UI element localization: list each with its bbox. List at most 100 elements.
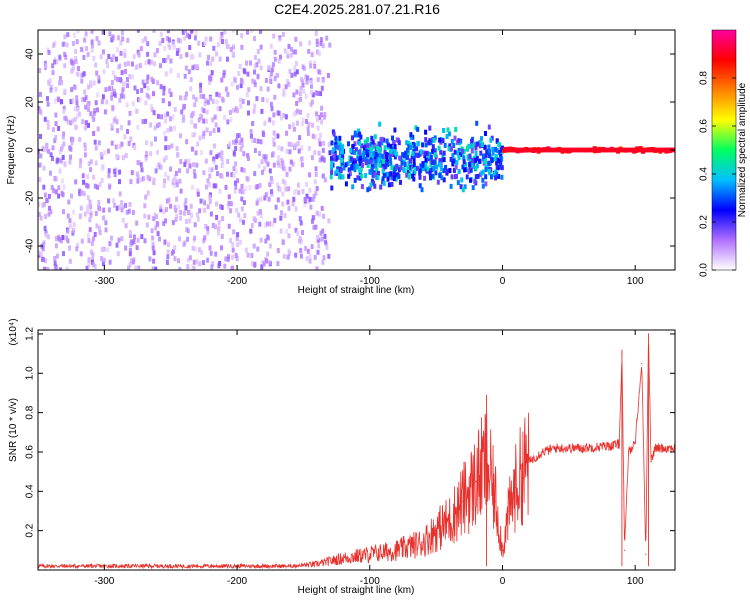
heatmap-cell [312,224,316,230]
heatmap-cell [288,166,292,172]
heatmap-cell [138,63,142,69]
heatmap-cell [230,254,234,260]
heatmap-cell [62,131,66,137]
heatmap-cell [369,182,373,188]
heatmap-cell [101,94,105,100]
heatmap-cell [315,186,319,192]
heatmap-cell [284,186,288,192]
heatmap-cell [206,178,210,184]
heatmap-cell [212,128,216,134]
heatmap-cell [378,146,382,152]
heatmap-cell [424,129,428,135]
heatmap-cell [53,176,57,181]
heatmap-cell [226,204,230,210]
heatmap-cell [256,246,260,252]
heatmap-cell [244,186,248,192]
heatmap-cell [317,150,321,156]
heatmap-cell [239,83,243,89]
heatmap-cell [295,101,299,106]
heatmap-cell [480,170,484,176]
heatmap-cell [83,146,87,152]
heatmap-cell [214,183,218,189]
heatmap-cell [130,74,134,80]
heatmap-cell [152,30,156,33]
heatmap-cell [89,111,93,117]
heatmap-cell [73,106,77,112]
heatmap-cell [353,132,357,138]
heatmap-y-tick-label: 40 [25,48,36,60]
heatmap-cell [213,143,216,149]
heatmap-cell [339,174,343,180]
heatmap-cell [296,231,300,237]
heatmap-cell [260,169,264,175]
heatmap-cell [442,168,446,174]
heatmap-cell [94,211,98,216]
heatmap-cell [240,137,244,143]
heatmap-cell [166,175,170,181]
heatmap-cell [69,146,73,152]
heatmap-cell [342,165,346,171]
heatmap-cell [238,239,242,245]
heatmap-cell [159,31,163,37]
heatmap-cell [149,122,153,128]
heatmap-cell [308,196,312,202]
heatmap-cell [308,60,312,66]
heatmap-cell [273,56,277,62]
heatmap-cell [245,175,249,181]
heatmap-cell [155,221,159,227]
heatmap-cell [497,142,501,147]
heatmap-cell [316,49,319,55]
heatmap-cell [74,59,78,65]
heatmap-cell [168,88,172,94]
heatmap-cell [87,257,91,263]
heatmap-cell [438,158,442,164]
heatmap-cell [318,115,322,120]
heatmap-cell [250,253,254,258]
heatmap-cell [467,169,471,175]
heatmap-cell [347,173,351,179]
heatmap-cell [190,119,194,125]
heatmap-cell [131,210,135,215]
snr-series-point [627,451,630,453]
heatmap-cell [312,193,316,199]
heatmap-cell [233,180,237,186]
heatmap-cell [193,222,197,228]
heatmap-cell [204,36,208,42]
heatmap-cell [116,47,119,53]
heatmap-cell [234,107,238,113]
heatmap-cell [393,154,397,160]
heatmap-cell [151,266,155,270]
heatmap-cell [264,154,268,160]
heatmap-cell [38,148,40,154]
heatmap-cell [59,158,63,164]
heatmap-cell [71,41,75,46]
heatmap-cell [61,192,65,198]
heatmap-cell [219,204,222,209]
heatmap-cell [246,156,250,161]
heatmap-cell [392,167,396,173]
heatmap-cell [297,98,301,103]
heatmap-cell [468,161,472,167]
heatmap-cell [216,42,220,48]
heatmap-cell [374,160,378,166]
heatmap-cell [258,151,262,157]
heatmap-cell [128,110,132,116]
heatmap-cell [273,217,277,223]
heatmap-cell [377,170,380,176]
heatmap-cell [332,131,336,137]
heatmap-cell [294,252,298,258]
heatmap-cell [179,38,182,44]
heatmap-cell [254,184,258,190]
heatmap-cell [358,149,361,155]
heatmap-cell [408,170,412,176]
heatmap-cell [184,219,188,224]
heatmap-cell [226,119,230,125]
heatmap-cell [247,110,250,116]
heatmap-cell [144,36,147,42]
heatmap-cell [128,202,132,207]
heatmap-cell [43,116,47,122]
heatmap-cell [405,172,409,178]
heatmap-cell [188,209,192,215]
heatmap-cell [63,115,67,121]
heatmap-cell [429,154,433,160]
